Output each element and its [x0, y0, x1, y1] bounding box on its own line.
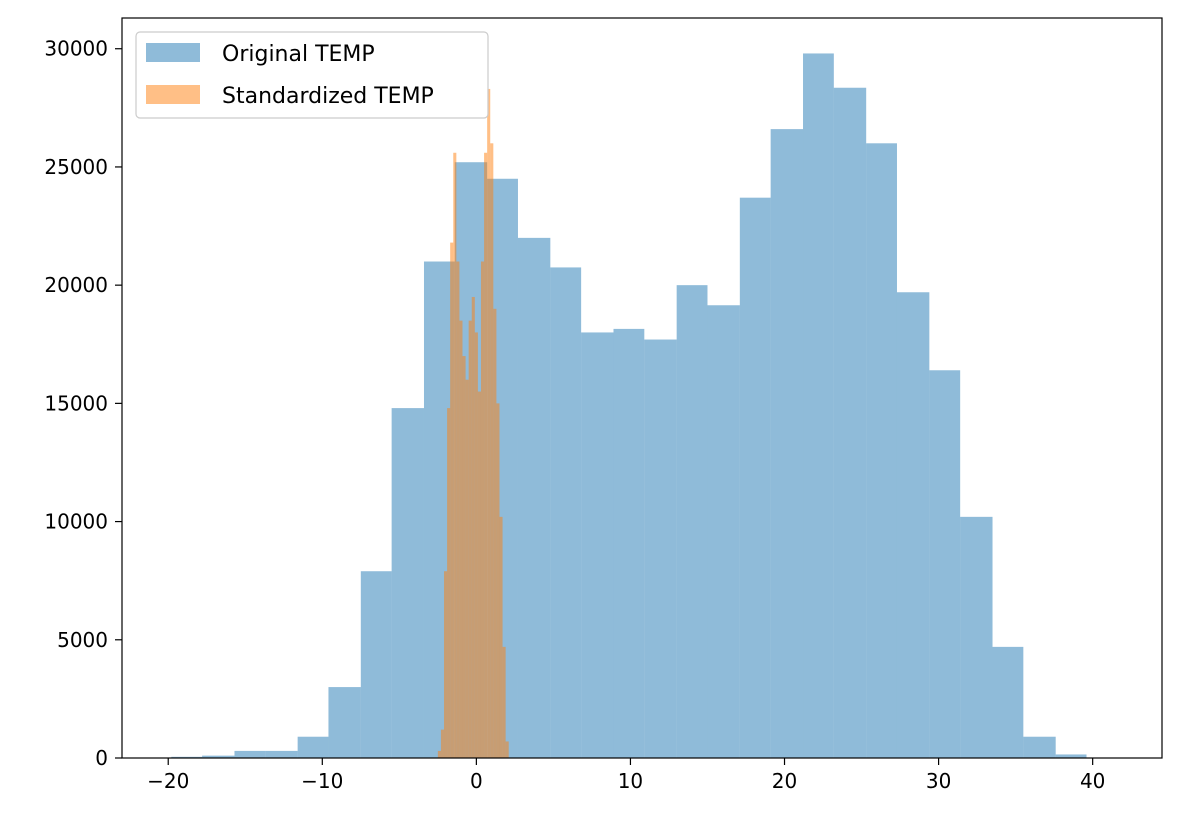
- x-tick-label: −10: [301, 769, 343, 793]
- y-axis: 0 5000 10000 15000 20000 25000 30000: [44, 37, 122, 770]
- histogram-bar: [550, 267, 582, 758]
- histogram-bar: [517, 237, 551, 759]
- histogram-bar: [437, 750, 441, 758]
- legend-label-standardized: Standardized TEMP: [222, 84, 434, 109]
- histogram-bar: [896, 292, 930, 758]
- histogram-bar: [1055, 754, 1087, 758]
- histogram-bar: [462, 356, 466, 758]
- legend: Original TEMP Standardized TEMP: [135, 31, 489, 119]
- histogram-bar: [803, 53, 834, 758]
- series-1-bars: [437, 88, 509, 759]
- histogram-bar: [328, 687, 361, 758]
- y-tick-label: 10000: [44, 510, 108, 534]
- histogram-bar: [1023, 736, 1056, 758]
- histogram-bar: [450, 242, 454, 758]
- histogram-bar: [440, 729, 445, 758]
- histogram-bar: [234, 750, 266, 758]
- histogram-bar: [739, 197, 771, 758]
- histogram-bar: [487, 88, 491, 759]
- histogram-bar: [502, 646, 506, 758]
- y-tick-label: 15000: [44, 391, 108, 415]
- histogram-bar: [490, 143, 494, 758]
- histogram-bar: [496, 403, 500, 758]
- x-axis: −20 −10 0 10 20 30 40: [147, 758, 1105, 793]
- histogram-bar: [581, 332, 614, 758]
- legend-box: [135, 31, 489, 119]
- histogram-bar: [202, 755, 235, 758]
- legend-swatch-original: [146, 43, 200, 62]
- histogram-bar: [453, 152, 457, 758]
- x-tick-label: 40: [1080, 769, 1105, 793]
- histogram-bar: [613, 328, 645, 758]
- series-0-bars: [171, 53, 1087, 759]
- histogram-bar: [676, 285, 708, 758]
- histogram-bar: [480, 261, 485, 758]
- legend-label-original: Original TEMP: [222, 42, 375, 67]
- histogram-bar: [265, 750, 298, 758]
- histogram-bar: [468, 320, 472, 758]
- x-tick-label: 30: [926, 769, 951, 793]
- histogram-bar: [459, 320, 463, 758]
- histogram-bar: [360, 571, 392, 758]
- histogram-bar: [493, 308, 497, 758]
- legend-swatch-standardized: [146, 85, 200, 104]
- histogram-bar: [477, 391, 481, 758]
- y-tick-label: 5000: [57, 628, 108, 652]
- histogram-bar: [833, 87, 867, 759]
- y-tick-label: 20000: [44, 273, 108, 297]
- x-tick-label: 20: [772, 769, 797, 793]
- histogram-bar: [465, 379, 469, 758]
- y-tick-label: 30000: [44, 37, 108, 61]
- histogram-bar: [866, 143, 897, 758]
- x-tick-label: −20: [147, 769, 189, 793]
- histogram-bar: [444, 571, 448, 758]
- y-tick-label: 0: [95, 746, 108, 770]
- histogram-bar: [297, 736, 329, 758]
- histogram-bar: [471, 296, 475, 758]
- histogram-bar: [484, 152, 488, 758]
- y-tick-label: 25000: [44, 155, 108, 179]
- bars-layer: [171, 53, 1087, 759]
- histogram-bar: [391, 408, 424, 758]
- histogram-bar: [644, 339, 677, 758]
- histogram-bar: [505, 741, 509, 758]
- histogram-bar: [456, 261, 460, 758]
- histogram-bar: [474, 332, 478, 758]
- histogram-bar: [447, 408, 451, 758]
- histogram-bar: [992, 646, 1024, 758]
- histogram-bar: [499, 516, 503, 758]
- histogram-bar: [929, 370, 961, 758]
- histogram-bar: [770, 129, 804, 758]
- plot-frame: [121, 17, 1163, 759]
- x-tick-label: 10: [618, 769, 643, 793]
- x-tick-label: 0: [470, 769, 483, 793]
- histogram-bar: [960, 516, 993, 758]
- histogram-bar: [707, 305, 740, 758]
